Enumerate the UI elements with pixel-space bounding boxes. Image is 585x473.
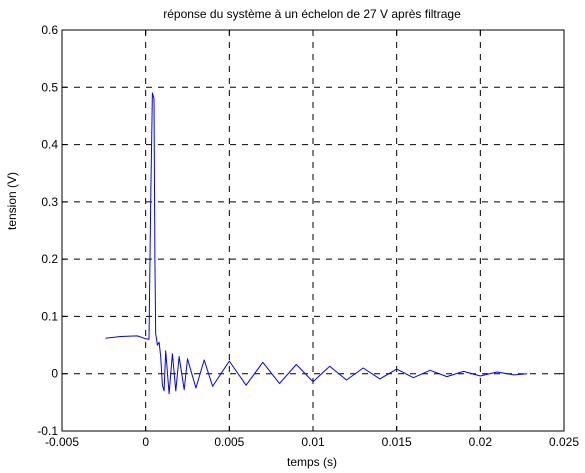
- chart-title: réponse du système à un échelon de 27 V …: [163, 7, 461, 21]
- x-axis-label: temps (s): [287, 455, 337, 469]
- y-axis-label: tension (V): [5, 172, 19, 230]
- x-tick-label: 0.015: [382, 435, 412, 449]
- y-tick-label: 0.5: [41, 80, 58, 94]
- x-tick-label: 0.01: [301, 435, 325, 449]
- y-tick-label: 0: [51, 367, 58, 381]
- y-tick-label: 0.3: [41, 195, 58, 209]
- y-tick-label: -0.1: [37, 424, 58, 438]
- series-line: [105, 92, 528, 395]
- series-group: [105, 92, 528, 395]
- x-tick-label: 0.025: [549, 435, 579, 449]
- y-tick-label: 0.1: [41, 309, 58, 323]
- x-tick-label: 0.005: [214, 435, 244, 449]
- y-tick-label: 0.6: [41, 23, 58, 37]
- x-tick-label: -0.005: [45, 435, 79, 449]
- y-tick-label: 0.4: [41, 138, 58, 152]
- x-tick-label: 0.02: [469, 435, 493, 449]
- y-tick-label: 0.2: [41, 252, 58, 266]
- x-tick-label: 0: [142, 435, 149, 449]
- axis-ticks: -0.005 0 0.005 0.01 0.015 0.02 0.025 -0.1 0 0.1 0.…: [37, 23, 579, 449]
